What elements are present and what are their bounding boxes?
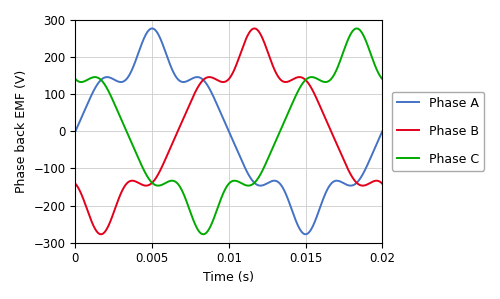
Phase C [204,231,210,234]
Phase B [252,27,258,30]
Phase B [108,219,114,223]
Phase B [374,179,380,182]
Phase A [302,232,308,236]
Phase B [340,158,346,161]
Legend: Phase A, Phase B, Phase C: Phase A, Phase B, Phase C [392,92,484,171]
Line: Phase A: Phase A [76,28,382,234]
Phase B [126,180,132,184]
Phase C [108,93,114,97]
Phase A [126,74,132,78]
Phase A [149,27,155,30]
Phase A [108,76,114,80]
Line: Phase C: Phase C [76,28,382,234]
Phase A [380,129,386,133]
Phase A [72,129,78,133]
Phase B [380,182,386,185]
Line: Phase B: Phase B [76,28,382,234]
Phase A [190,76,196,80]
Phase A [374,143,380,146]
Phase B [98,232,104,236]
Phase C [126,134,132,138]
Phase B [190,94,196,98]
Phase C [72,77,78,81]
Phase B [204,76,210,80]
Phase C [374,67,380,71]
Y-axis label: Phase back EMF (V): Phase back EMF (V) [15,70,28,193]
Phase C [354,27,360,30]
Phase C [380,77,386,81]
Phase B [72,182,78,185]
Phase A [204,82,210,86]
X-axis label: Time (s): Time (s) [204,271,254,284]
Phase C [190,218,196,221]
Phase A [340,181,346,185]
Phase C [200,232,206,236]
Phase C [340,50,346,54]
